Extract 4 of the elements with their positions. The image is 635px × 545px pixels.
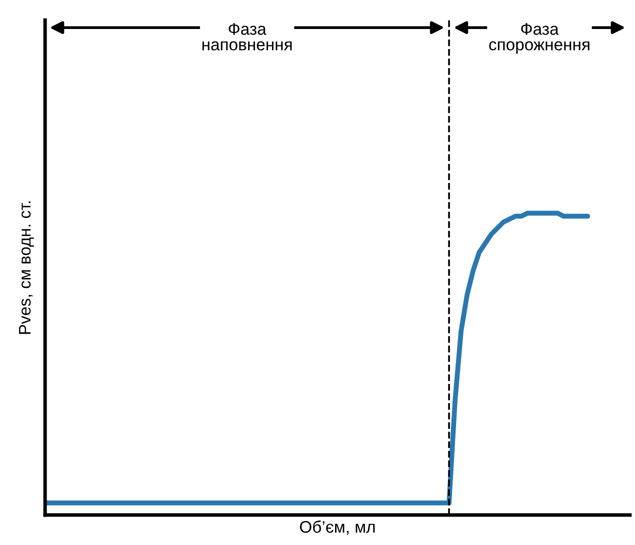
text: Фаза спорожнення — [489, 23, 590, 54]
text: Фаза наповнення — [202, 23, 292, 50]
y-axis-title: Pves, см водн. ст. — [19, 202, 34, 334]
x-axis-title: Об’єм, мл — [300, 520, 375, 535]
